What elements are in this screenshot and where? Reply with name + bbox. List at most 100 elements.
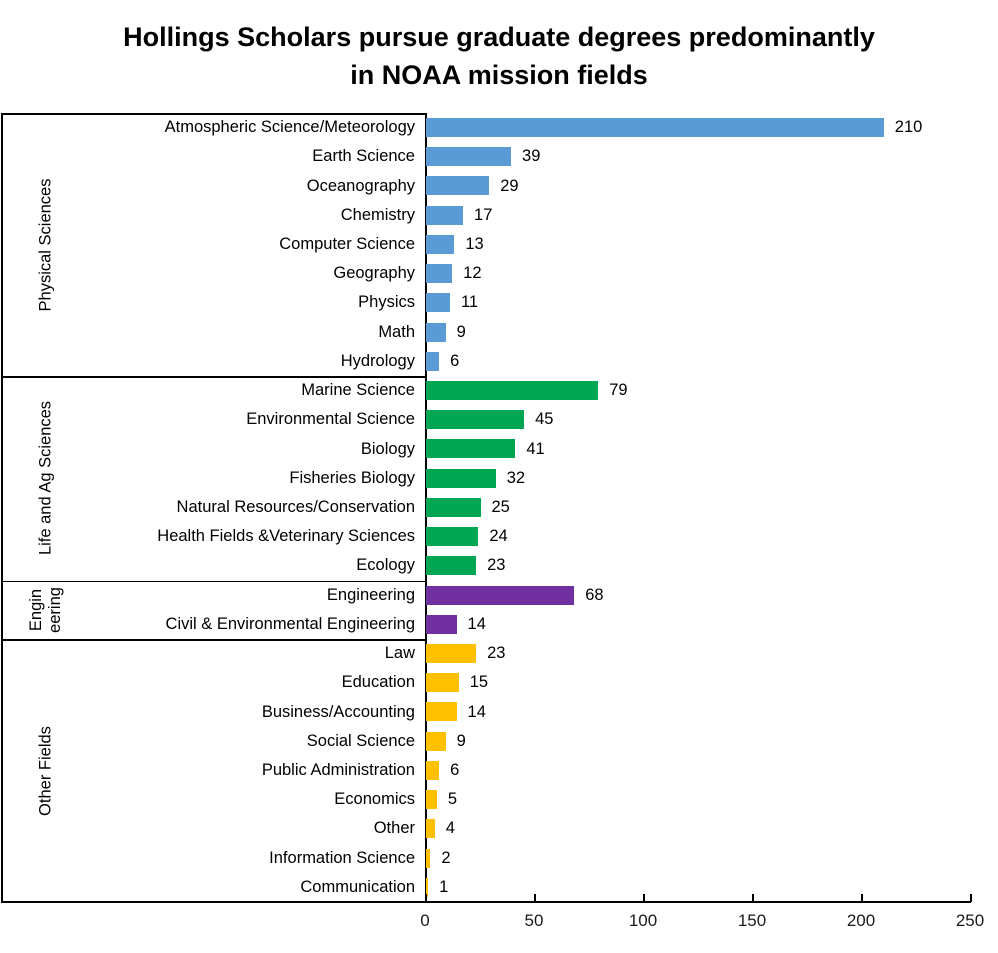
value-label: 24 — [489, 527, 508, 546]
category-row: Engineering 68 — [0, 581, 998, 610]
category-row: Business/Accounting 14 — [0, 697, 998, 726]
value-label: 11 — [460, 293, 479, 312]
category-label: Chemistry — [340, 205, 415, 224]
category-row: Hydrology 6 — [0, 347, 998, 376]
bar — [426, 848, 431, 868]
bar — [426, 264, 453, 284]
category-row: Communication 1 — [0, 873, 998, 902]
bar — [426, 497, 481, 517]
value-label: 6 — [450, 760, 460, 779]
bar — [426, 644, 477, 663]
category-row: Geography 12 — [0, 259, 998, 288]
category-row: Civil & Environmental Engineering 14 — [0, 610, 998, 639]
value-label: 14 — [467, 614, 486, 633]
category-label: Geography — [333, 264, 415, 283]
category-label: Engineering — [326, 585, 415, 604]
value-label: 13 — [465, 234, 484, 253]
bar — [426, 614, 457, 634]
bar — [426, 322, 446, 342]
bar — [426, 731, 446, 751]
x-axis-tick-label: 0 — [420, 911, 430, 930]
category-label: Social Science — [306, 731, 415, 750]
category-label: Environmental Science — [246, 410, 415, 429]
category-row: Information Science 2 — [0, 844, 998, 873]
value-label: 9 — [456, 731, 466, 750]
x-axis-tick — [752, 894, 754, 902]
group-separator-line — [1, 376, 426, 378]
x-axis-tick-label: 200 — [846, 911, 876, 930]
category-row: Fisheries Biology 32 — [0, 464, 998, 493]
bar — [426, 147, 512, 167]
bar — [426, 585, 575, 605]
group-separator-line — [1, 113, 426, 115]
category-label: Math — [378, 322, 415, 341]
value-label: 9 — [456, 322, 466, 341]
bar — [426, 819, 435, 839]
x-axis-tick — [861, 894, 863, 902]
chart-title: Hollings Scholars pursue graduate degree… — [0, 18, 998, 94]
x-axis-tick-label: 150 — [737, 911, 767, 930]
category-row: Earth Science 39 — [0, 142, 998, 171]
bar — [426, 673, 459, 693]
category-label: Natural Resources/Conservation — [176, 497, 415, 516]
bar — [426, 790, 437, 810]
bar — [426, 205, 464, 225]
value-label: 210 — [894, 118, 923, 137]
value-label: 15 — [469, 673, 489, 692]
category-row: Education 15 — [0, 668, 998, 697]
bar — [426, 877, 429, 897]
x-axis-tick — [425, 894, 427, 902]
value-label: 32 — [506, 468, 526, 487]
category-label: Civil & Environmental Engineering — [165, 614, 415, 633]
category-label: Fisheries Biology — [289, 468, 415, 487]
value-label: 23 — [487, 556, 506, 575]
value-label: 23 — [487, 644, 506, 663]
bar — [426, 293, 450, 313]
category-label: Atmospheric Science/Meteorology — [164, 118, 415, 137]
category-row: Natural Resources/Conservation 25 — [0, 493, 998, 522]
value-label: 25 — [491, 497, 510, 516]
category-row: Environmental Science 45 — [0, 405, 998, 434]
category-label: Marine Science — [301, 381, 415, 400]
category-row: Social Science 9 — [0, 727, 998, 756]
value-label: 6 — [450, 351, 460, 370]
x-axis-tick — [643, 894, 645, 902]
group-separator-line — [1, 639, 426, 641]
bar — [426, 556, 477, 576]
category-row: Other 4 — [0, 814, 998, 843]
bar — [426, 410, 525, 430]
value-label: 29 — [500, 176, 519, 195]
bar — [426, 702, 457, 722]
value-label: 39 — [522, 147, 541, 166]
bar — [426, 468, 496, 488]
category-label: Economics — [334, 790, 415, 809]
x-axis-line — [1, 901, 971, 903]
category-row: Oceanography 29 — [0, 171, 998, 200]
value-label: 14 — [467, 702, 486, 721]
chart-title-text: Hollings Scholars pursue graduate degree… — [123, 22, 875, 90]
bar — [426, 351, 440, 371]
category-row: Biology 41 — [0, 434, 998, 463]
category-row: Ecology 23 — [0, 551, 998, 580]
category-row: Atmospheric Science/Meteorology 210 — [0, 113, 998, 142]
x-axis-tick-label: 250 — [955, 911, 985, 930]
value-label: 5 — [447, 790, 458, 809]
value-label: 79 — [609, 381, 628, 400]
category-label: Public Administration — [261, 760, 415, 779]
bar — [426, 381, 599, 400]
value-label: 41 — [526, 439, 545, 458]
category-label: Health Fields &Veterinary Sciences — [157, 527, 415, 546]
category-row: Public Administration 6 — [0, 756, 998, 785]
category-label: Education — [341, 673, 415, 692]
category-label: Earth Science — [312, 147, 415, 166]
x-axis-tick-label: 100 — [628, 911, 658, 930]
category-label: Ecology — [356, 556, 415, 575]
category-label: Other — [373, 819, 415, 838]
x-axis-tick — [534, 894, 536, 902]
category-label: Law — [384, 644, 415, 663]
x-axis-tick-label: 50 — [524, 911, 544, 930]
category-row: Economics 5 — [0, 785, 998, 814]
category-axis-line — [425, 113, 427, 902]
value-label: 2 — [441, 848, 451, 867]
